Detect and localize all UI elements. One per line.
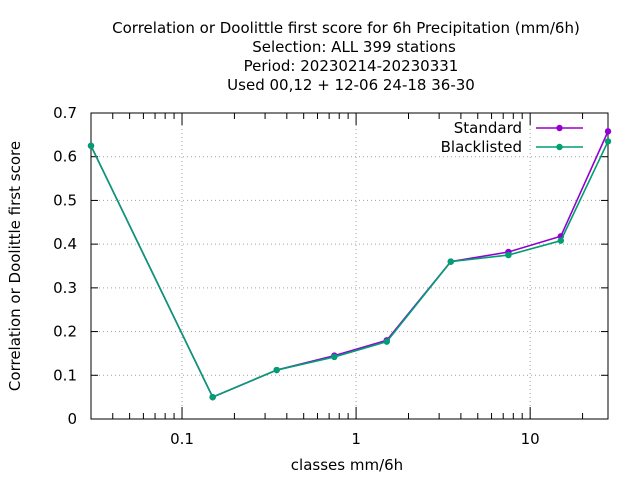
y-tick-label: 0.5 <box>53 191 77 209</box>
data-point-blacklisted <box>273 366 280 374</box>
y-tick-label: 0.1 <box>53 366 77 384</box>
y-tick-label: 0.3 <box>53 279 77 297</box>
y-tick-label: 0.2 <box>53 323 77 341</box>
data-point-blacklisted <box>383 338 390 345</box>
x-axis-tick-labels: 0.1 1 10 <box>170 430 540 448</box>
x-axis-label: classes mm/6h <box>291 456 403 474</box>
y-axis-tick-labels: 0 0.1 0.2 0.3 0.4 0.5 0.6 0.7 <box>53 104 77 428</box>
data-point-blacklisted <box>331 353 338 361</box>
data-point-blacklisted <box>447 258 454 265</box>
data-point-blacklisted <box>87 142 95 149</box>
data-series <box>87 128 612 401</box>
title-line-3: Period: 20230214-20230331 <box>244 57 459 75</box>
y-tick-label: 0.6 <box>53 148 77 166</box>
legend-label: Standard <box>454 119 522 137</box>
title-line-1: Correlation or Doolittle first score for… <box>112 19 580 37</box>
y-axis-label: Correlation or Doolittle first score <box>6 141 24 391</box>
legend-marker-standard <box>556 124 563 132</box>
data-point-blacklisted <box>557 237 565 244</box>
data-point-standard <box>604 128 612 135</box>
chart-title: Correlation or Doolittle first score for… <box>112 19 580 94</box>
title-line-2: Selection: ALL 399 stations <box>252 38 456 56</box>
data-point-blacklisted <box>505 251 512 259</box>
plot-frame <box>90 112 609 420</box>
legend-marker-blacklisted <box>556 143 563 151</box>
y-tick-label: 0.4 <box>53 235 77 253</box>
data-point-blacklisted <box>209 393 216 401</box>
title-line-4: Used 00,12 + 12-06 24-18 36-30 <box>227 76 475 94</box>
x-tick-label: 0.1 <box>170 430 194 448</box>
legend-label: Blacklisted <box>441 138 522 156</box>
y-tick-label: 0.7 <box>53 104 77 122</box>
y-tick-label: 0 <box>67 410 77 428</box>
x-tick-label: 1 <box>351 430 361 448</box>
x-tick-label: 10 <box>521 430 540 448</box>
data-point-blacklisted <box>604 138 612 145</box>
grid <box>91 113 608 419</box>
